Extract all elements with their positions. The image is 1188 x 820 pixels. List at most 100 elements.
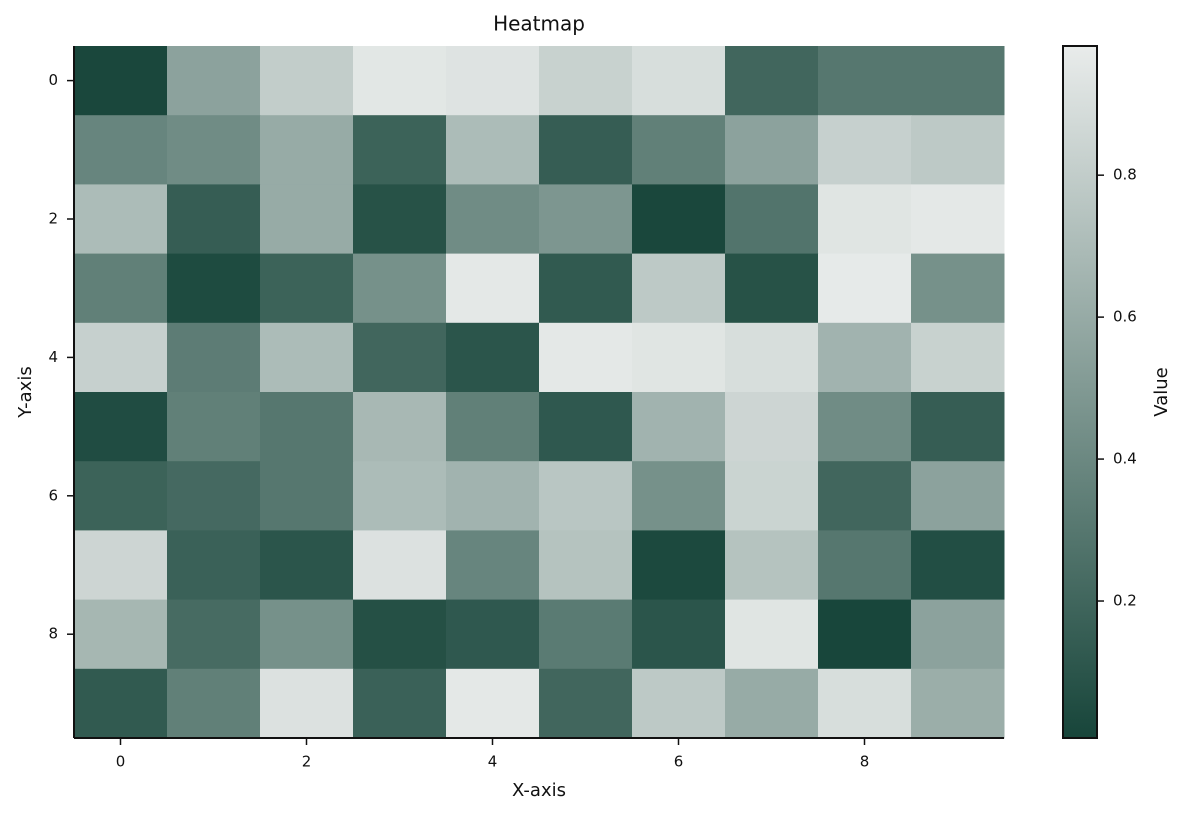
- heatmap-cell: [260, 115, 354, 185]
- heatmap-cell: [911, 668, 1005, 739]
- x-tick-label: 4: [488, 753, 498, 771]
- heatmap-cell: [446, 253, 540, 324]
- heatmap-cell: [818, 115, 912, 185]
- heatmap-cell: [353, 46, 447, 116]
- heatmap-cell: [446, 530, 540, 601]
- heatmap-cell: [539, 115, 633, 185]
- x-tick-label: 8: [860, 753, 870, 771]
- heatmap-cell: [446, 115, 540, 185]
- heatmap-cell: [725, 530, 819, 601]
- heatmap-cell: [167, 461, 261, 531]
- heatmap-cell: [539, 392, 633, 462]
- heatmap-cell: [260, 322, 354, 393]
- heatmap-cell: [74, 46, 168, 116]
- heatmap-cell: [167, 253, 261, 324]
- heatmap-cell: [911, 392, 1005, 462]
- heatmap-cell: [632, 392, 726, 462]
- heatmap-cell: [725, 461, 819, 531]
- heatmap-cell: [725, 668, 819, 739]
- colorbar-tick-label: 0.4: [1113, 450, 1137, 468]
- y-axis-label: Y-axis: [15, 366, 36, 418]
- heatmap-cell: [260, 599, 354, 670]
- heatmap-cell: [911, 115, 1005, 185]
- heatmap-cell: [911, 322, 1005, 393]
- heatmap-cell: [539, 599, 633, 670]
- colorbar: [1062, 45, 1098, 739]
- heatmap-cell: [911, 530, 1005, 601]
- heatmap-cell: [725, 46, 819, 116]
- heatmap-cell: [353, 392, 447, 462]
- heatmap-cell: [818, 322, 912, 393]
- heatmap-cell: [725, 322, 819, 393]
- heatmap-cell: [539, 668, 633, 739]
- heatmap-cell: [74, 392, 168, 462]
- heatmap-cell: [167, 184, 261, 255]
- heatmap-cell: [353, 668, 447, 739]
- heatmap-cell: [539, 530, 633, 601]
- heatmap-cell: [725, 253, 819, 324]
- heatmap-cell: [167, 668, 261, 739]
- heatmap-cell: [632, 46, 726, 116]
- heatmap-cell: [725, 599, 819, 670]
- heatmap-cell: [167, 530, 261, 601]
- heatmap-cell: [539, 46, 633, 116]
- heatmap-cell: [260, 530, 354, 601]
- heatmap-cell: [539, 461, 633, 531]
- heatmap-cell: [632, 115, 726, 185]
- heatmap-cell: [632, 322, 726, 393]
- heatmap-cell: [818, 668, 912, 739]
- heatmap-cell: [260, 46, 354, 116]
- heatmap-cell: [911, 599, 1005, 670]
- heatmap-cell: [446, 599, 540, 670]
- heatmap-cell: [818, 392, 912, 462]
- heatmap-cell: [818, 46, 912, 116]
- heatmap-cell: [74, 253, 168, 324]
- heatmap-cell: [260, 253, 354, 324]
- heatmap-cell: [353, 115, 447, 185]
- colorbar-tick-label: 0.6: [1113, 308, 1137, 326]
- heatmap-cell: [353, 253, 447, 324]
- heatmap-cell: [260, 392, 354, 462]
- heatmap-cell: [74, 599, 168, 670]
- heatmap-cell: [632, 253, 726, 324]
- heatmap-cell: [911, 184, 1005, 255]
- heatmap-cell: [539, 184, 633, 255]
- heatmap-cell: [725, 392, 819, 462]
- y-tick-label: 2: [48, 210, 58, 228]
- heatmap-cell: [167, 599, 261, 670]
- heatmap-cell: [725, 184, 819, 255]
- heatmap-cell: [446, 184, 540, 255]
- heatmap-cell: [74, 184, 168, 255]
- heatmap-cell: [446, 392, 540, 462]
- heatmap-cell: [260, 184, 354, 255]
- heatmap-cell: [632, 668, 726, 739]
- heatmap-cell: [260, 668, 354, 739]
- heatmap-cell: [539, 253, 633, 324]
- heatmap-cell: [446, 668, 540, 739]
- heatmap-cell: [446, 46, 540, 116]
- heatmap-cell: [818, 184, 912, 255]
- heatmap-cell: [353, 461, 447, 531]
- y-tick-label: 8: [48, 625, 58, 643]
- colorbar-tick-label: 0.2: [1113, 592, 1137, 610]
- heatmap-cell: [353, 599, 447, 670]
- heatmap-cell: [353, 530, 447, 601]
- heatmap-cell: [74, 530, 168, 601]
- heatmap-cell: [911, 46, 1005, 116]
- x-axis-label: X-axis: [512, 780, 566, 801]
- heatmap-cell: [911, 461, 1005, 531]
- x-tick-label: 2: [302, 753, 312, 771]
- y-tick-label: 6: [48, 486, 58, 504]
- heatmap-cell: [818, 461, 912, 531]
- heatmap-cell: [632, 599, 726, 670]
- heatmap-cell: [353, 322, 447, 393]
- chart-title: Heatmap: [493, 12, 585, 36]
- y-tick-label: 0: [48, 71, 58, 89]
- heatmap-cell: [818, 530, 912, 601]
- colorbar-tick-label: 0.8: [1113, 166, 1137, 184]
- heatmap-cell: [818, 253, 912, 324]
- heatmap-cell: [74, 461, 168, 531]
- heatmap-cell: [446, 322, 540, 393]
- heatmap-cell: [632, 530, 726, 601]
